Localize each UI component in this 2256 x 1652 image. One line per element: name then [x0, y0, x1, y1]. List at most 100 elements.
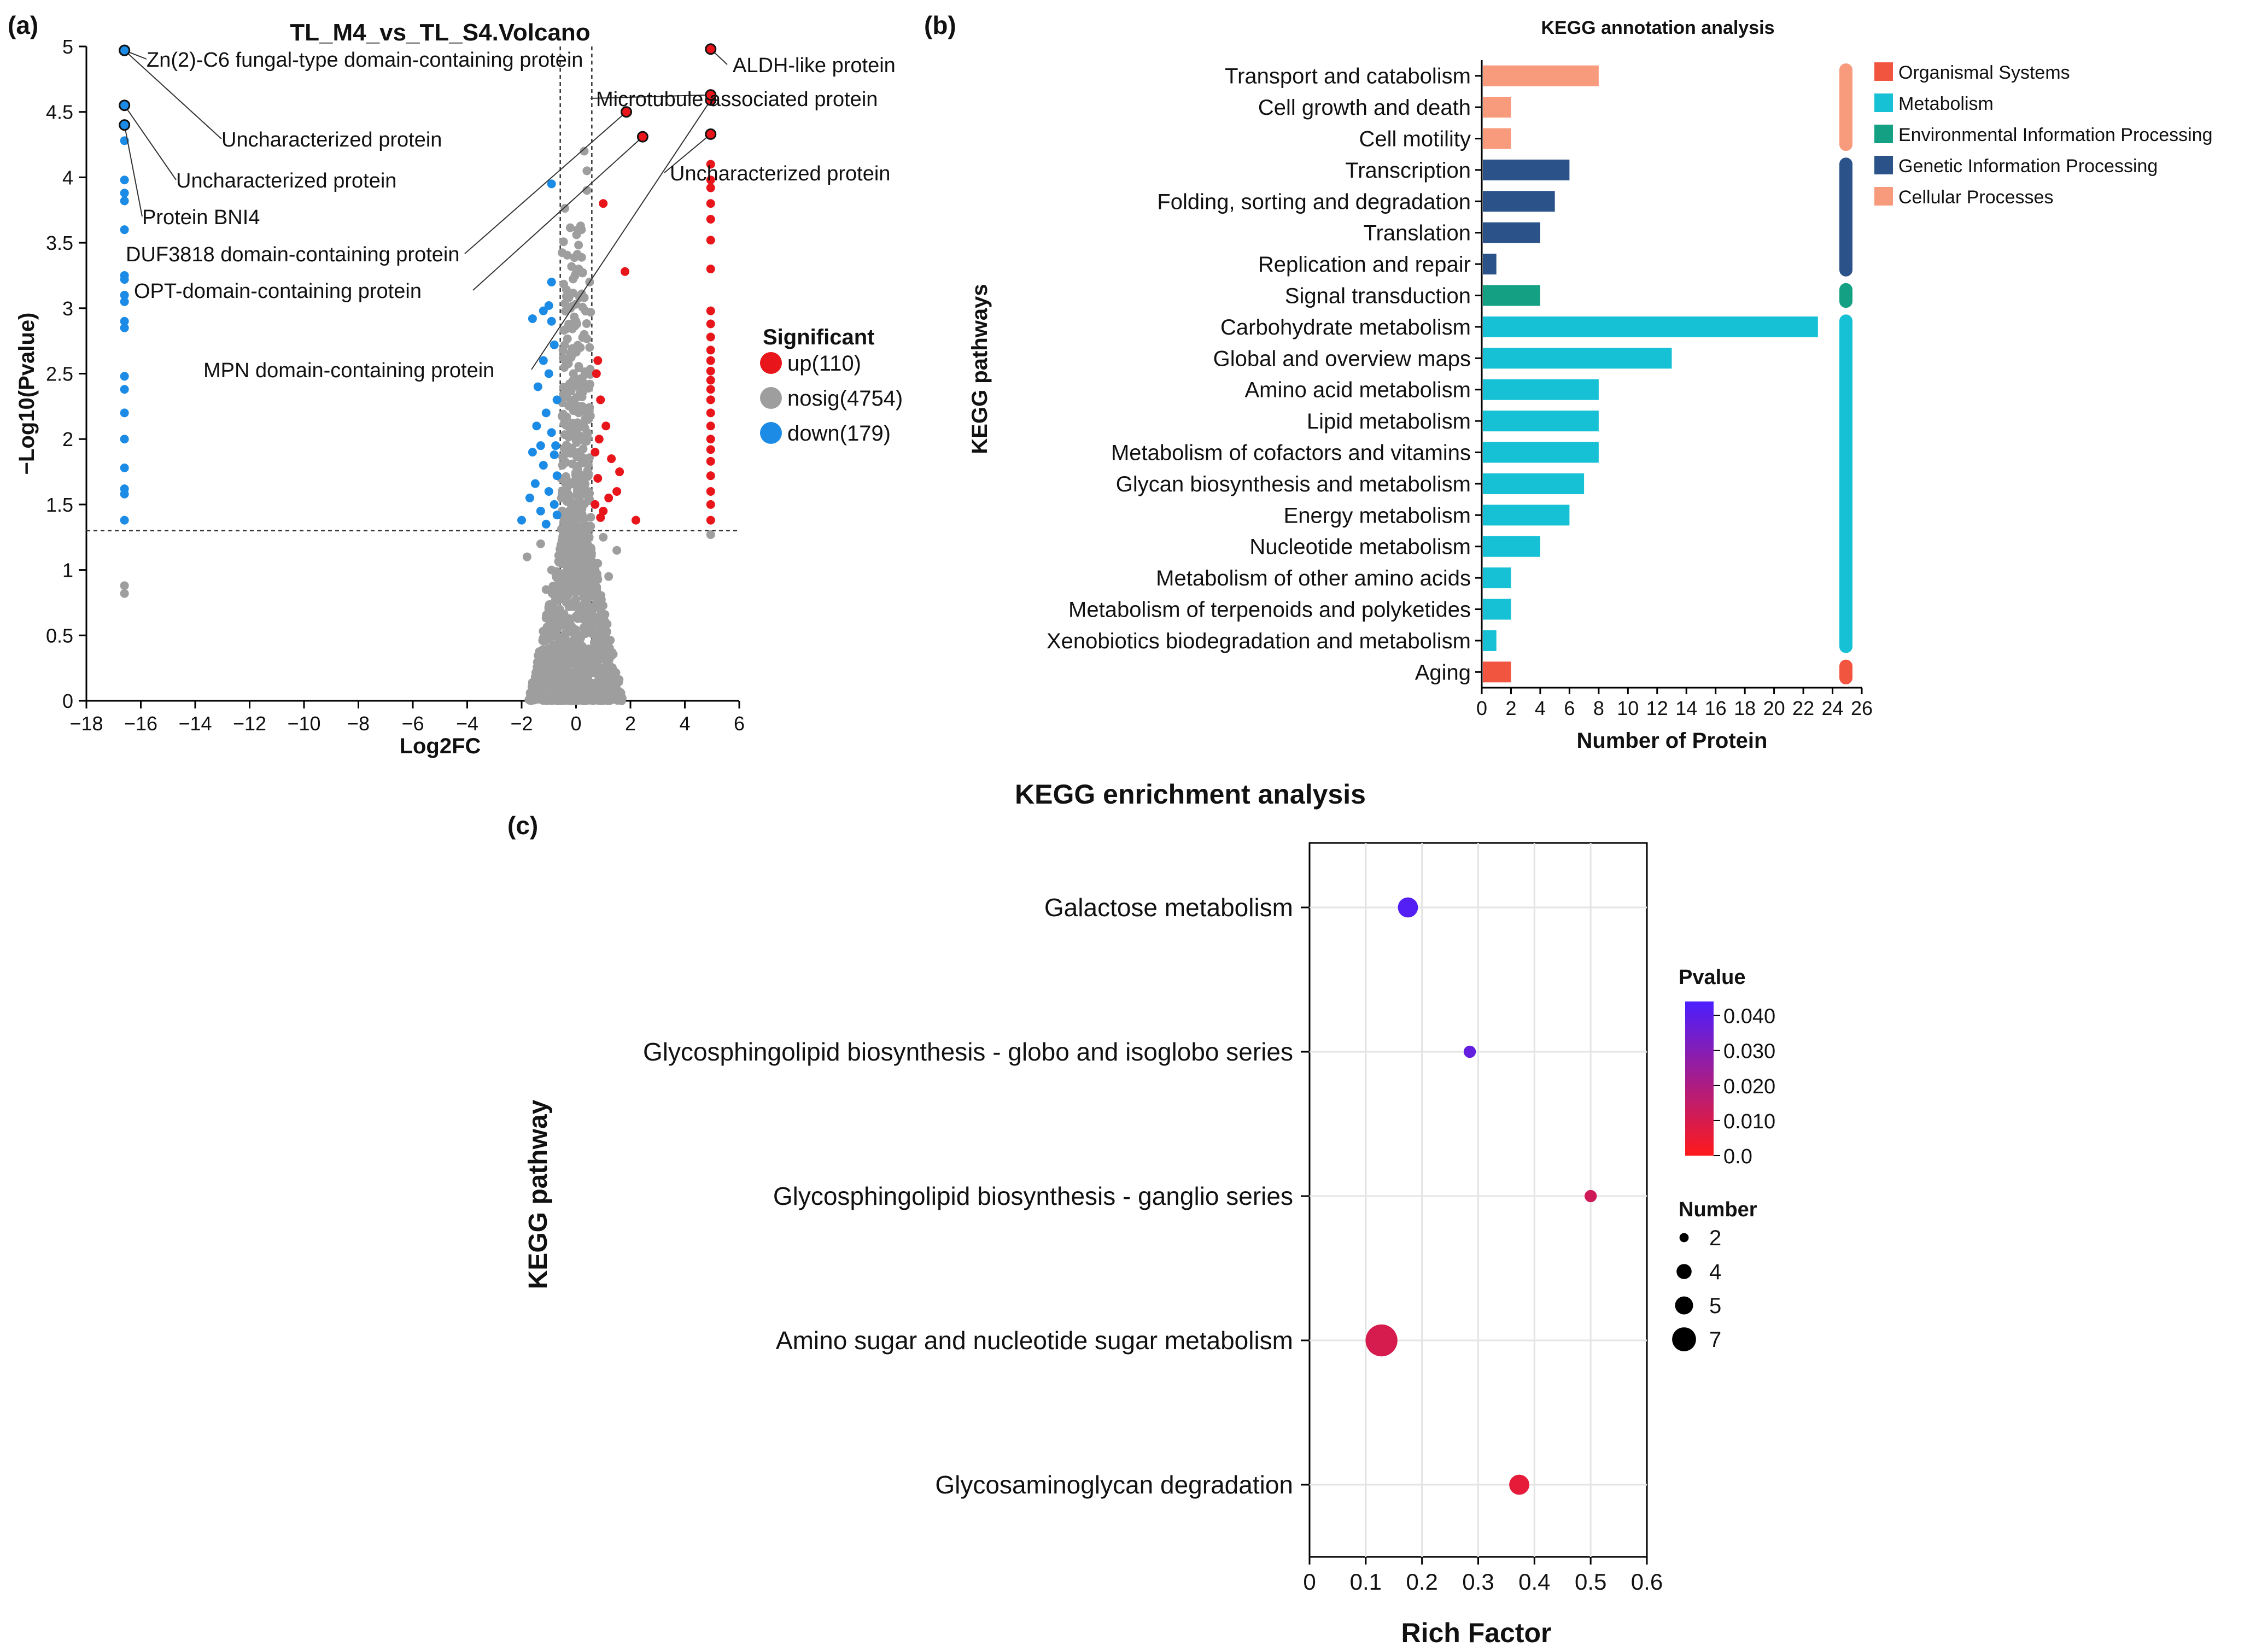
- volcano-x-tick-label: −4: [456, 712, 478, 735]
- down-legend-marker: [760, 422, 782, 444]
- up-point: [612, 487, 622, 496]
- pathway-category-label: Global and overview maps: [1213, 347, 1471, 371]
- nosig-point: [559, 383, 568, 392]
- nosig-point: [612, 546, 622, 555]
- up-point: [599, 506, 608, 515]
- nosig-point: [570, 347, 579, 356]
- up-point: [593, 356, 603, 365]
- annotation-x-tick-label: 14: [1675, 697, 1697, 719]
- enrichment-pathway-label: Galactose metabolism: [1044, 893, 1293, 922]
- annotation-leader-line: [464, 111, 627, 254]
- up-point: [615, 467, 624, 477]
- volcano-y-tick-label: 3.5: [46, 232, 73, 254]
- down-point: [120, 435, 129, 444]
- annotation-x-tick-label: 24: [1822, 697, 1844, 719]
- protein-annotation-label: OPT-domain-containing protein: [134, 280, 422, 303]
- nosig-point: [570, 271, 580, 280]
- nosig-point: [565, 677, 574, 686]
- down-point: [544, 487, 553, 496]
- pathway-category-label: Xenobiotics biodegradation and metabolis…: [1047, 629, 1471, 653]
- volcano-y-tick-label: 0: [62, 690, 73, 712]
- enrichment-pathway-label: Amino sugar and nucleotide sugar metabol…: [776, 1326, 1293, 1355]
- annotation-leader-line: [124, 125, 143, 217]
- environmental-legend-swatch: [1874, 125, 1893, 143]
- up-point: [706, 306, 715, 315]
- nosig-point: [582, 657, 592, 666]
- colorbar-tick-label: 0.030: [1723, 1040, 1775, 1063]
- pathway-category-label: Nucleotide metabolism: [1249, 535, 1471, 559]
- nosig-point: [589, 679, 599, 689]
- down-legend-label: down(179): [787, 421, 891, 446]
- nosig-point: [562, 441, 571, 450]
- nosig-point: [567, 262, 576, 271]
- enrichment-pathway-label: Glycosphingolipid biosynthesis - globo a…: [643, 1038, 1293, 1066]
- annotation-x-tick-label: 22: [1792, 697, 1814, 719]
- pathway-bar: [1483, 630, 1497, 651]
- nosig-point: [580, 147, 589, 156]
- volcano-x-tick-label: 4: [679, 712, 690, 735]
- volcano-x-tick-label: 2: [625, 712, 636, 735]
- up-point: [591, 448, 600, 457]
- down-point: [539, 461, 548, 470]
- enrichment-bubble: [1584, 1190, 1597, 1203]
- annotation-leader-line: [472, 136, 644, 291]
- protein-annotation-label: Zn(2)-C6 fungal-type domain-containing p…: [147, 49, 583, 72]
- up-point: [706, 356, 715, 365]
- number-legend-title: Number: [1679, 1198, 1757, 1221]
- down-point: [120, 189, 129, 198]
- nosig-point: [565, 617, 574, 626]
- annotated-point: [119, 119, 131, 131]
- nosig-point: [560, 589, 570, 599]
- down-point: [120, 515, 129, 525]
- pathway-bar: [1483, 379, 1599, 400]
- pathway-category-label: Metabolism of terpenoids and polyketides: [1068, 598, 1471, 622]
- nosig-point: [563, 421, 572, 431]
- nosig-point: [577, 500, 586, 509]
- nosig-point: [600, 610, 610, 619]
- annotation-x-tick-label: 8: [1593, 697, 1604, 719]
- pathway-bar: [1483, 661, 1511, 683]
- up-point: [591, 500, 600, 509]
- organismal-legend-swatch: [1874, 62, 1893, 81]
- nosig-point: [560, 356, 570, 365]
- down-point: [547, 428, 556, 437]
- up-point: [706, 435, 715, 444]
- volcano-y-tick-label: 1.5: [46, 494, 73, 516]
- nosig-point: [550, 624, 559, 634]
- nosig-point: [564, 432, 573, 442]
- nosig-point: [567, 575, 576, 584]
- pathway-category-label: Cell growth and death: [1258, 96, 1471, 120]
- nosig-point: [554, 663, 563, 672]
- nosig-point: [579, 623, 588, 632]
- annotation-xlabel: Number of Protein: [1577, 729, 1768, 753]
- nosig-point: [582, 166, 592, 175]
- down-point: [536, 506, 545, 515]
- nosig-point: [585, 618, 594, 627]
- pathway-category-label: Folding, sorting and degradation: [1157, 190, 1471, 214]
- nosig-point: [582, 538, 591, 547]
- nosig-point: [577, 225, 586, 235]
- panel-label-c: (c): [507, 811, 538, 840]
- nosig-point: [583, 487, 593, 496]
- down-point: [550, 500, 559, 509]
- enrichment-x-tick-label: 0.3: [1462, 1569, 1494, 1595]
- nosig-point: [571, 317, 581, 326]
- pathway-category-label: Transcription: [1345, 159, 1471, 183]
- nosig-point: [587, 550, 596, 560]
- pathway-category-label: Metabolism of other amino acids: [1156, 566, 1471, 590]
- annotation-x-tick-label: 26: [1851, 697, 1873, 719]
- nosig-point: [560, 363, 569, 372]
- down-point: [552, 511, 562, 520]
- nosig-point: [574, 408, 583, 418]
- volcano-title: TL_M4_vs_TL_S4.Volcano: [290, 19, 590, 46]
- up-point: [706, 456, 715, 466]
- down-point: [550, 450, 559, 459]
- annotation-ylabel: KEGG pathways: [968, 284, 992, 454]
- nosig-point: [571, 474, 581, 483]
- pvalue-legend-title: Pvalue: [1679, 966, 1746, 989]
- up-point: [706, 345, 715, 355]
- down-point: [120, 463, 129, 472]
- pathway-bar: [1483, 65, 1599, 86]
- nosig-point: [598, 643, 607, 653]
- up-point: [706, 376, 715, 385]
